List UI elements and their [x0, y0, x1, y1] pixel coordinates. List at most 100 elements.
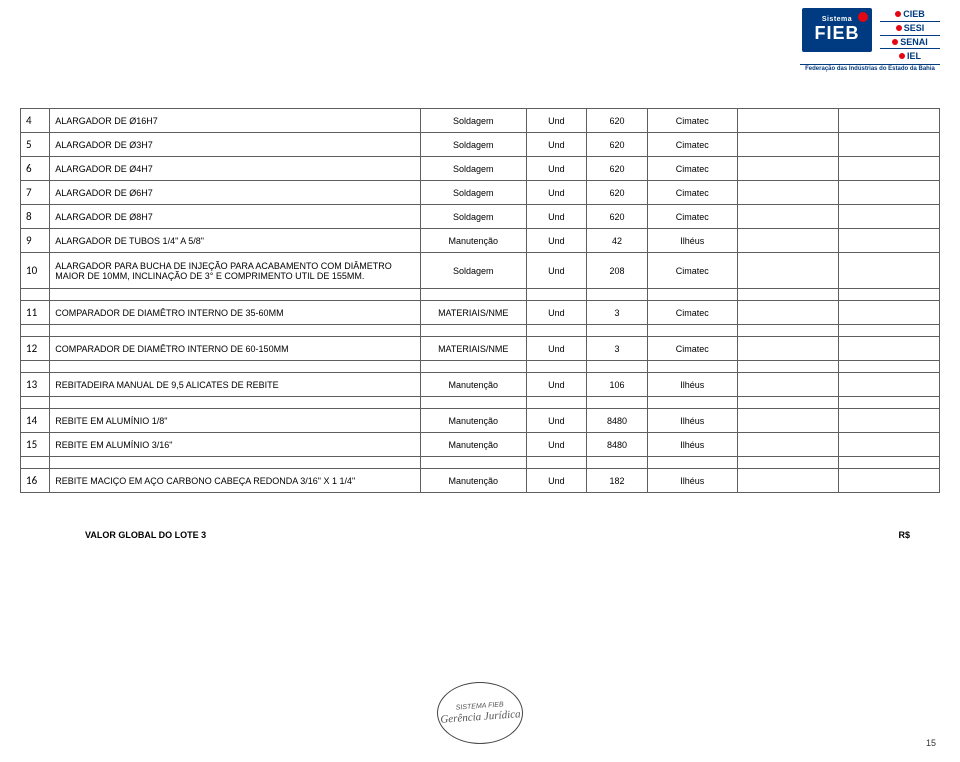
row-empty2: [838, 181, 939, 205]
row-description: COMPARADOR DE DIAMÊTRO INTERNO DE 60-150…: [50, 337, 421, 361]
row-location: Cimatec: [647, 157, 737, 181]
row-qty: 620: [587, 205, 648, 229]
row-location: Cimatec: [647, 181, 737, 205]
spacer-row: [21, 397, 940, 409]
header-logos: Sistema FIEB CIEB SESI SENAI IEL: [802, 8, 940, 62]
row-number: 5: [21, 133, 50, 157]
row-unit: Und: [526, 301, 587, 325]
row-department: MATERIAIS/NME: [420, 301, 526, 325]
row-empty1: [737, 373, 838, 397]
row-description: REBITE MACIÇO EM AÇO CARBONO CABEÇA REDO…: [50, 469, 421, 493]
logo-senai: SENAI: [880, 36, 940, 50]
table-row: 5ALARGADOR DE Ø3H7SoldagemUnd620Cimatec: [21, 133, 940, 157]
row-number: 4: [21, 109, 50, 133]
table-row: 6ALARGADOR DE Ø4H7SoldagemUnd620Cimatec: [21, 157, 940, 181]
row-department: Manutenção: [420, 409, 526, 433]
logo-cieb: CIEB: [880, 8, 940, 22]
row-empty1: [737, 433, 838, 457]
row-qty: 42: [587, 229, 648, 253]
row-department: MATERIAIS/NME: [420, 337, 526, 361]
row-location: Cimatec: [647, 253, 737, 289]
row-empty2: [838, 229, 939, 253]
row-description: ALARGADOR DE Ø8H7: [50, 205, 421, 229]
row-location: Ilhéus: [647, 409, 737, 433]
row-unit: Und: [526, 109, 587, 133]
row-number: 11: [21, 301, 50, 325]
row-description: ALARGADOR DE TUBOS 1/4" A 5/8": [50, 229, 421, 253]
logo-iel: IEL: [880, 49, 940, 62]
row-unit: Und: [526, 205, 587, 229]
row-department: Manutenção: [420, 433, 526, 457]
row-department: Soldagem: [420, 181, 526, 205]
row-unit: Und: [526, 433, 587, 457]
row-empty2: [838, 373, 939, 397]
row-unit: Und: [526, 409, 587, 433]
row-empty2: [838, 109, 939, 133]
row-description: ALARGADOR DE Ø6H7: [50, 181, 421, 205]
total-label: VALOR GLOBAL DO LOTE 3: [80, 523, 820, 547]
page-number: 15: [926, 738, 936, 748]
row-department: Manutenção: [420, 229, 526, 253]
table-row: 9ALARGADOR DE TUBOS 1/4" A 5/8"Manutençã…: [21, 229, 940, 253]
row-location: Ilhéus: [647, 433, 737, 457]
row-number: 12: [21, 337, 50, 361]
row-qty: 3: [587, 337, 648, 361]
row-qty: 620: [587, 133, 648, 157]
row-location: Ilhéus: [647, 229, 737, 253]
stamp: SISTEMA FIEB Gerência Jurídica: [437, 682, 523, 744]
row-unit: Und: [526, 469, 587, 493]
table-row: 14REBITE EM ALUMÍNIO 1/8"ManutençãoUnd84…: [21, 409, 940, 433]
row-number: 16: [21, 469, 50, 493]
row-department: Soldagem: [420, 205, 526, 229]
row-number: 15: [21, 433, 50, 457]
row-department: Soldagem: [420, 157, 526, 181]
row-location: Ilhéus: [647, 469, 737, 493]
row-empty2: [838, 469, 939, 493]
row-qty: 620: [587, 157, 648, 181]
items-table: 4ALARGADOR DE Ø16H7SoldagemUnd620Cimatec…: [20, 108, 940, 493]
table-row: 12COMPARADOR DE DIAMÊTRO INTERNO DE 60-1…: [21, 337, 940, 361]
federacao-label: Federação das Indústrias do Estado da Ba…: [800, 64, 940, 72]
row-description: COMPARADOR DE DIAMÊTRO INTERNO DE 35-60M…: [50, 301, 421, 325]
spacer-row: [21, 361, 940, 373]
logo-stack: CIEB SESI SENAI IEL: [880, 8, 940, 62]
row-unit: Und: [526, 253, 587, 289]
row-empty2: [838, 157, 939, 181]
row-department: Manutenção: [420, 373, 526, 397]
row-description: REBITADEIRA MANUAL DE 9,5 ALICATES DE RE…: [50, 373, 421, 397]
row-department: Soldagem: [420, 133, 526, 157]
row-description: REBITE EM ALUMÍNIO 3/16": [50, 433, 421, 457]
row-number: 7: [21, 181, 50, 205]
row-department: Soldagem: [420, 109, 526, 133]
row-description: REBITE EM ALUMÍNIO 1/8": [50, 409, 421, 433]
row-qty: 8480: [587, 433, 648, 457]
row-number: 6: [21, 157, 50, 181]
row-empty2: [838, 409, 939, 433]
total-currency: R$: [820, 523, 940, 547]
row-empty1: [737, 409, 838, 433]
row-unit: Und: [526, 157, 587, 181]
logo-fieb-main: FIEB: [814, 23, 859, 44]
row-qty: 182: [587, 469, 648, 493]
row-empty2: [838, 253, 939, 289]
row-location: Cimatec: [647, 337, 737, 361]
row-empty1: [737, 157, 838, 181]
table-row: 13REBITADEIRA MANUAL DE 9,5 ALICATES DE …: [21, 373, 940, 397]
table-row: 7ALARGADOR DE Ø6H7SoldagemUnd620Cimatec: [21, 181, 940, 205]
row-number: 8: [21, 205, 50, 229]
table-row: 8ALARGADOR DE Ø8H7SoldagemUnd620Cimatec: [21, 205, 940, 229]
row-number: 14: [21, 409, 50, 433]
row-empty2: [838, 337, 939, 361]
spacer-row: [21, 289, 940, 301]
row-empty1: [737, 133, 838, 157]
row-location: Ilhéus: [647, 373, 737, 397]
table-row: 10ALARGADOR PARA BUCHA DE INJEÇÃO PARA A…: [21, 253, 940, 289]
row-empty1: [737, 469, 838, 493]
row-qty: 620: [587, 181, 648, 205]
total-row: VALOR GLOBAL DO LOTE 3 R$: [20, 523, 940, 547]
row-qty: 3: [587, 301, 648, 325]
row-empty1: [737, 337, 838, 361]
row-qty: 620: [587, 109, 648, 133]
row-empty1: [737, 229, 838, 253]
row-description: ALARGADOR DE Ø4H7: [50, 157, 421, 181]
